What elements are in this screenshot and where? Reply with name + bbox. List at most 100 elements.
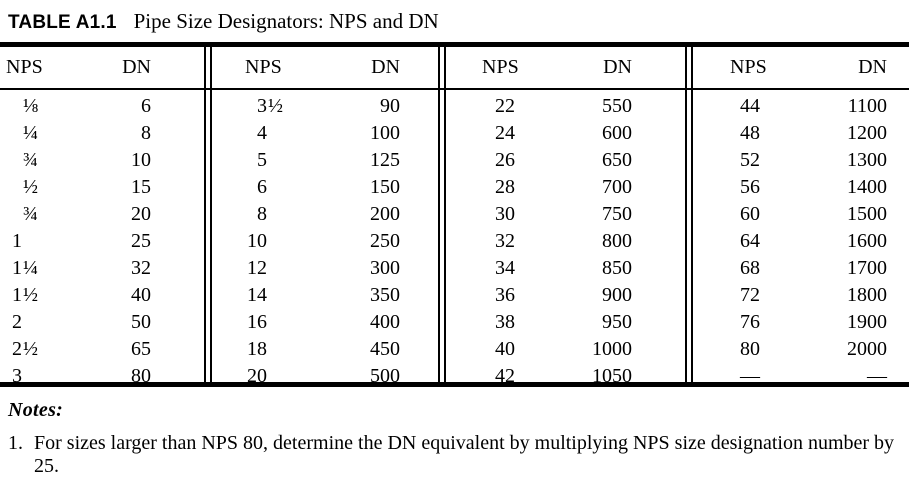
dn-cell: 40 (131, 284, 151, 306)
table-body-rows: 44 1100 48 1200 52 1300 56 1400 60 1500 64 1600 68 17… (693, 88, 909, 390)
dn-cell: 1050 (592, 365, 632, 387)
dn-cell: 500 (370, 365, 400, 387)
table-row: 26 650 (446, 147, 685, 174)
table-row: 12 300 (212, 255, 438, 282)
nps-cell: 16 (247, 311, 267, 333)
table-row: 1 ½ 40 (0, 282, 204, 309)
column-header-row: NPS DN (446, 47, 685, 88)
nps-column-header: NPS (6, 56, 43, 78)
nps-column-header: NPS (245, 56, 282, 78)
double-rule-divider (685, 47, 693, 382)
table-row: 3 80 (0, 363, 204, 390)
table-row: 28 700 (446, 174, 685, 201)
column-header-row: NPS DN (0, 47, 204, 88)
nps-cell: 14 (247, 284, 267, 306)
nps-cell: 28 (495, 176, 515, 198)
dn-cell: 300 (370, 257, 400, 279)
table-row: 2 50 (0, 309, 204, 336)
nps-cell: 32 (495, 230, 515, 252)
nps-cell: 26 (495, 149, 515, 171)
double-rule-divider (438, 47, 446, 382)
table-row: 14 350 (212, 282, 438, 309)
dn-cell: 20 (131, 203, 151, 225)
header-underline-rule (0, 88, 909, 90)
table-column-group: NPS DN ⅛ 6 ¼ 8 ¾ 10 ½ 15 ¾ 20 1 25 1 ¼ 32 1 ½ 40 2 50 2 ½ 65 3 8… (0, 47, 204, 387)
nps-column-header: NPS (482, 56, 519, 78)
nps-cell: 18 (247, 338, 267, 360)
table-row: 1 25 (0, 228, 204, 255)
nps-cell: 34 (495, 257, 515, 279)
table-title: TABLE A1.1 Pipe Size Designators: NPS an… (8, 9, 909, 35)
note-text: For sizes larger than NPS 80, determine … (34, 432, 895, 477)
nps-cell: 72 (740, 284, 760, 306)
nps-cell: 64 (740, 230, 760, 252)
dn-cell: 800 (602, 230, 632, 252)
table-row: 24 600 (446, 120, 685, 147)
dn-cell: 32 (131, 257, 151, 279)
nps-column-header: NPS (730, 56, 767, 78)
dn-cell: 900 (602, 284, 632, 306)
table-row: 5 125 (212, 147, 438, 174)
table-row: 40 1000 (446, 336, 685, 363)
table-row: ½ 15 (0, 174, 204, 201)
nps-cell: 24 (495, 122, 515, 144)
table-row: 80 2000 (693, 336, 909, 363)
double-rule-divider (204, 47, 212, 382)
table-row: 32 800 (446, 228, 685, 255)
dn-cell: 850 (602, 257, 632, 279)
table-row: 76 1900 (693, 309, 909, 336)
nps-cell: 42 (495, 365, 515, 387)
dn-cell: 1800 (847, 284, 887, 306)
dn-cell: 250 (370, 230, 400, 252)
dn-column-header: DN (858, 56, 887, 78)
nps-cell: 6 (257, 176, 267, 198)
table-row: 22 550 (446, 93, 685, 120)
dn-cell: 1300 (847, 149, 887, 171)
table-row: 10 250 (212, 228, 438, 255)
dn-cell: 1600 (847, 230, 887, 252)
table-row: 72 1800 (693, 282, 909, 309)
nps-cell: 60 (740, 203, 760, 225)
dn-cell: 2000 (847, 338, 887, 360)
nps-cell: 40 (495, 338, 515, 360)
dn-cell: 1000 (592, 338, 632, 360)
dn-cell: 90 (380, 95, 400, 117)
table-column-group: NPS DN 3 ½ 90 4 100 5 125 6 150 8 200 10 250 12 300 14 3… (212, 47, 438, 387)
nps-cell: 2 (12, 311, 22, 333)
table-row: 60 1500 (693, 201, 909, 228)
nps-cell: ¾ (23, 149, 38, 171)
dn-cell: 550 (602, 95, 632, 117)
nps-cell: 10 (247, 230, 267, 252)
table-row: 18 450 (212, 336, 438, 363)
nps-cell: 48 (740, 122, 760, 144)
nps-cell: 44 (740, 95, 760, 117)
nps-cell: 56 (740, 176, 760, 198)
dn-cell: 1400 (847, 176, 887, 198)
dn-cell: 15 (131, 176, 151, 198)
table-number-label: TABLE A1.1 (8, 12, 117, 33)
dn-cell: 450 (370, 338, 400, 360)
column-header-row: NPS DN (693, 47, 909, 88)
dn-cell: 150 (370, 176, 400, 198)
nps-cell: 20 (247, 365, 267, 387)
nps-cell: ⅛ (23, 95, 38, 117)
table-row: ¾ 20 (0, 201, 204, 228)
dn-cell: 1100 (847, 95, 887, 117)
table-row: 2 ½ 65 (0, 336, 204, 363)
dn-cell: 1500 (847, 203, 887, 225)
dn-cell: 750 (602, 203, 632, 225)
dn-cell: 6 (141, 95, 151, 117)
dn-cell: 125 (370, 149, 400, 171)
table-row: ¾ 10 (0, 147, 204, 174)
table-title-text: Pipe Size Designators: NPS and DN (133, 9, 439, 33)
dn-cell: 400 (370, 311, 400, 333)
dn-column-header: DN (603, 56, 632, 78)
dn-cell: 1200 (847, 122, 887, 144)
nps-cell: 30 (495, 203, 515, 225)
table-body-rows: ⅛ 6 ¼ 8 ¾ 10 ½ 15 ¾ 20 1 25 1 ¼ 32 1 ½ 40 2 50 2 ½ 65 3 80 (0, 88, 204, 390)
table-row: 56 1400 (693, 174, 909, 201)
